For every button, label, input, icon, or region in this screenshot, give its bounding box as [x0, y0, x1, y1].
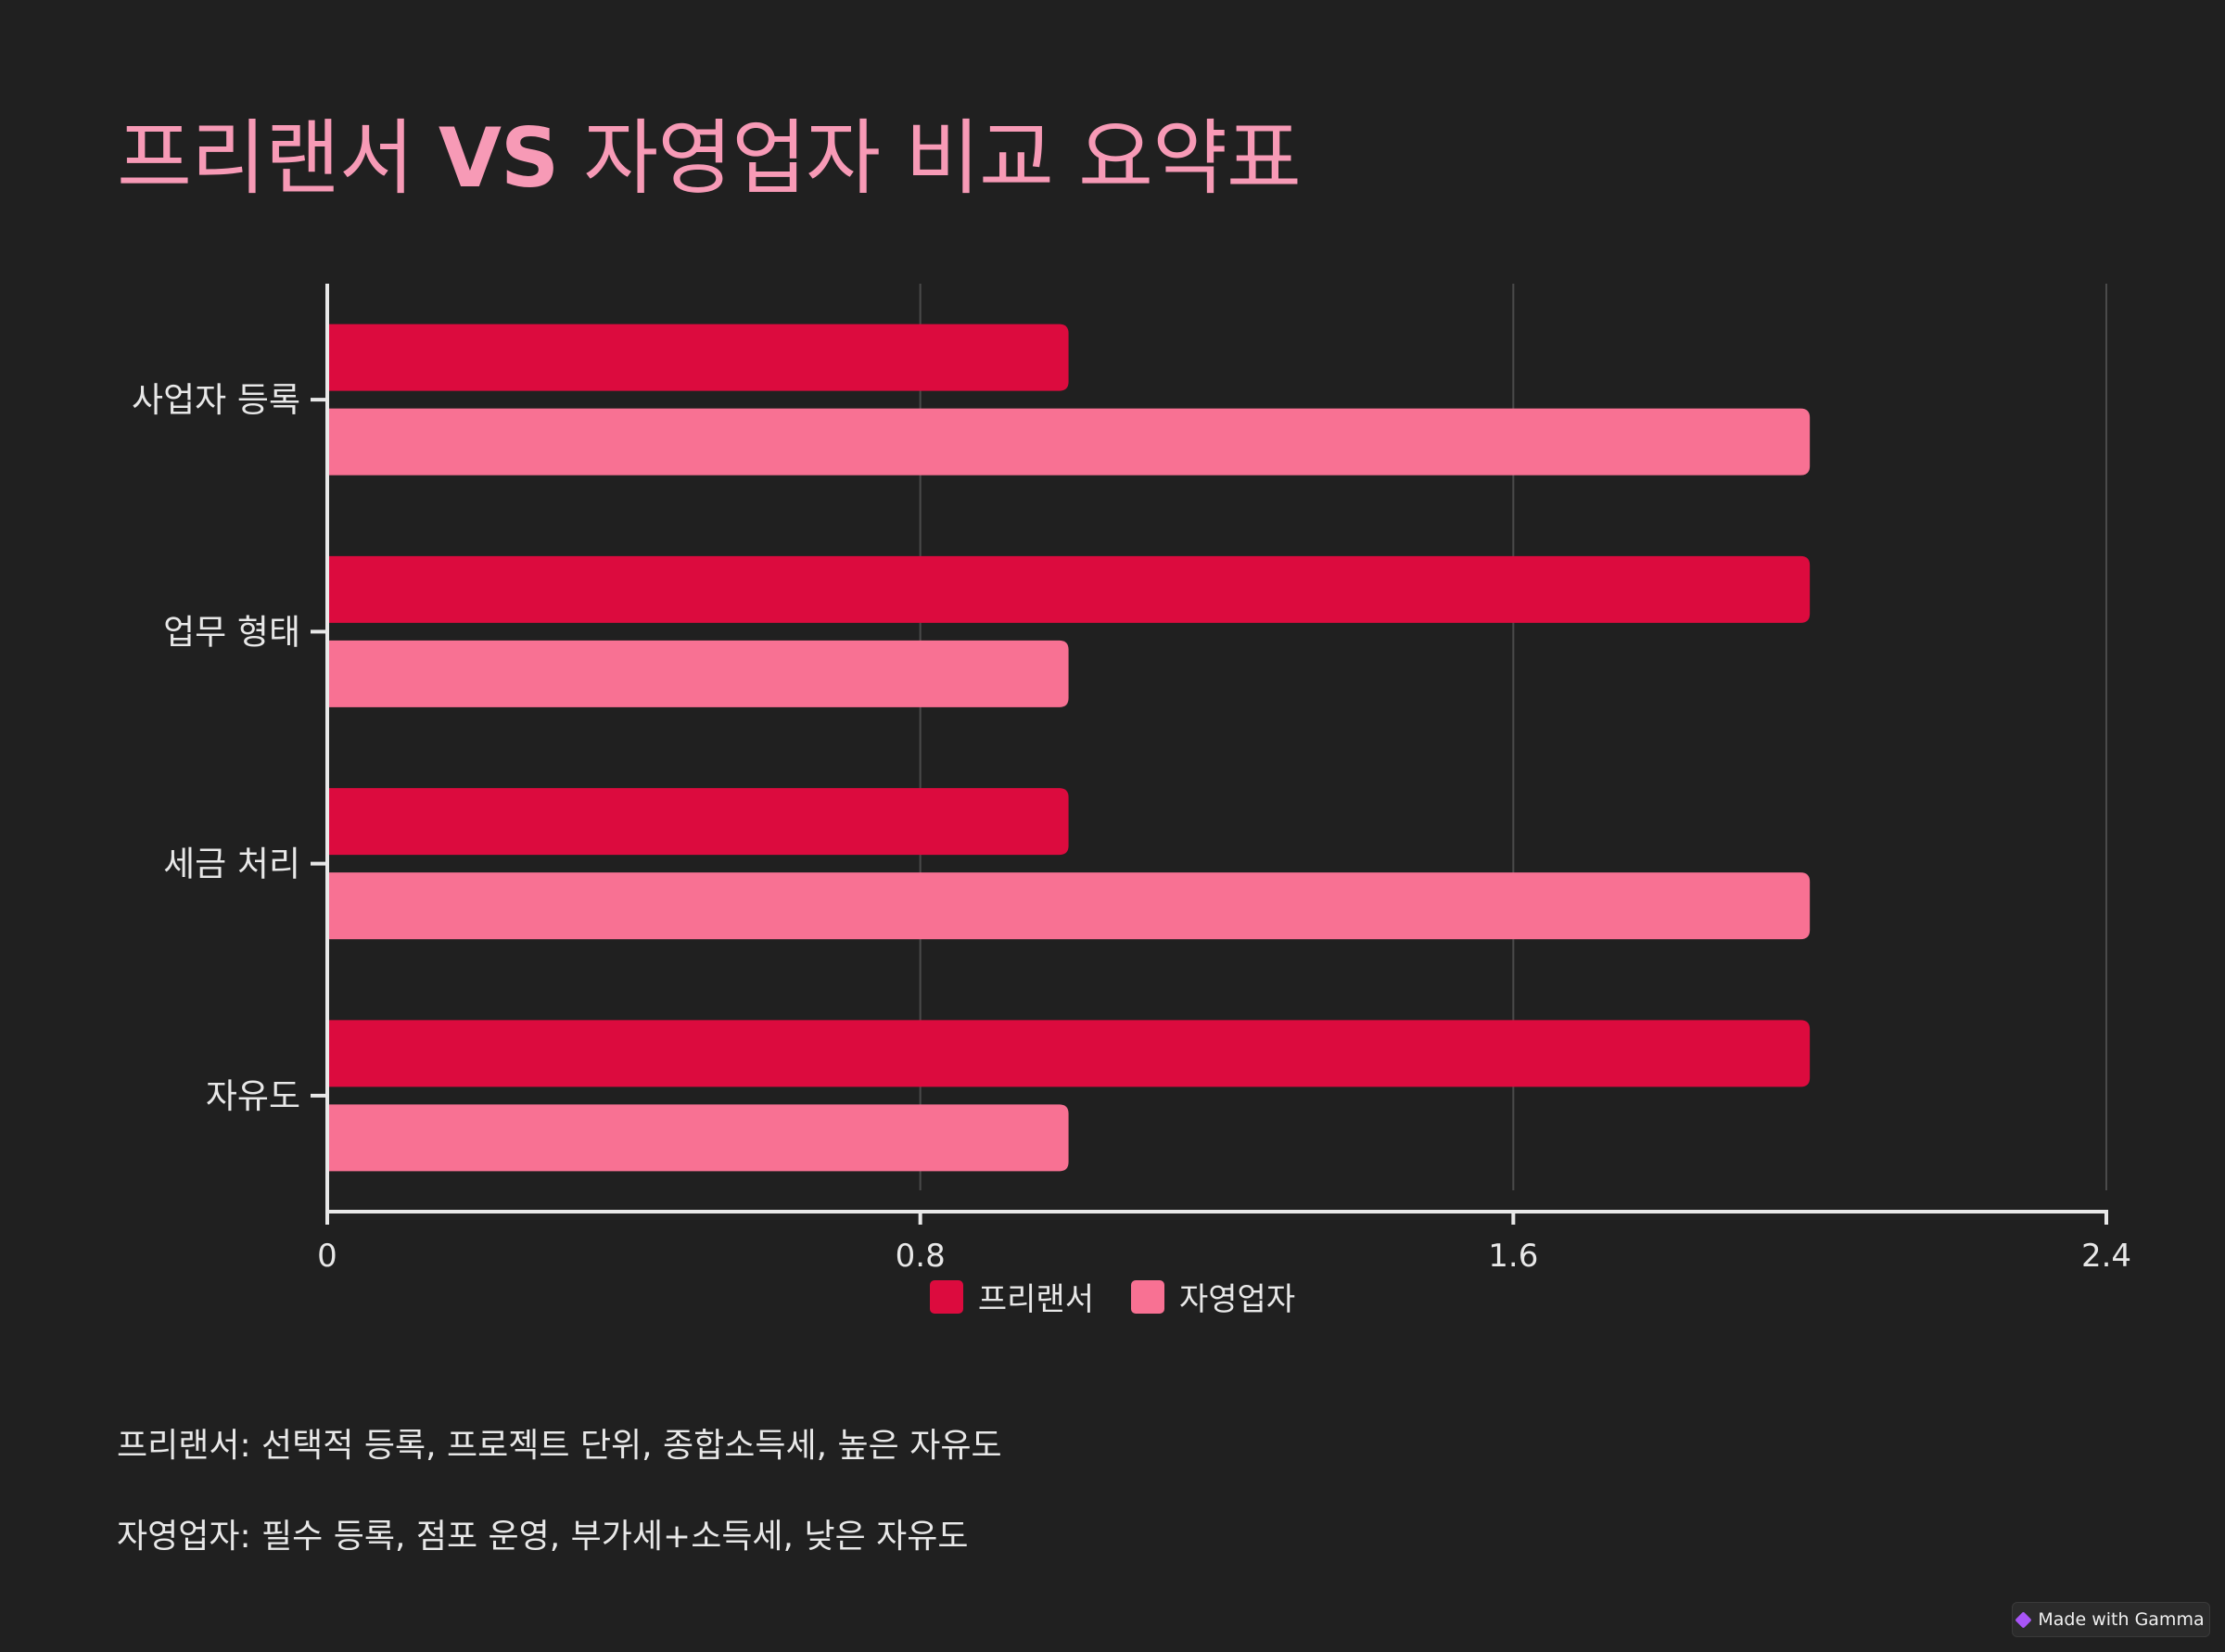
x-tick-label: 0 [317, 1238, 337, 1275]
category-label: 사업자 등록 [132, 380, 300, 420]
bar [328, 1104, 1069, 1172]
bar [328, 872, 1811, 940]
badge-label: Made with Gamma [2038, 1609, 2205, 1630]
legend-label-self-employed: 자영업자 [1179, 1281, 1296, 1318]
title-part-1: 프리랜서 [117, 110, 439, 206]
title-vs: VS [438, 110, 559, 206]
x-tick-label: 0.8 [896, 1238, 946, 1275]
x-tick-label: 2.4 [2081, 1238, 2131, 1275]
bars [328, 324, 1811, 1172]
bar [328, 1020, 1811, 1087]
page-title: 프리랜서 VS 자영업자 비교 요약표 [117, 93, 1302, 210]
category-label: 세금 처리 [163, 845, 300, 884]
bar [328, 324, 1069, 391]
x-tick-label: 1.6 [1488, 1238, 1538, 1275]
legend-label-freelancer: 프리랜서 [977, 1281, 1094, 1318]
note-freelancer: 프리랜서: 선택적 등록, 프로젝트 단위, 종합소득세, 높은 자유도 [117, 1427, 1002, 1465]
legend-swatch-freelancer [929, 1279, 963, 1314]
bar [328, 555, 1811, 623]
legend-item-freelancer: 프리랜서 [929, 1274, 1094, 1319]
bar [328, 640, 1069, 707]
made-with-gamma-badge[interactable]: Made with Gamma [2012, 1602, 2210, 1637]
legend: 프리랜서 자영업자 [0, 1274, 2225, 1319]
category-label: 자유도 [206, 1076, 300, 1116]
axes [311, 284, 2108, 1225]
note-self-employed: 자영업자: 필수 등록, 점포 운영, 부가세+소득세, 낮은 자유도 [117, 1518, 969, 1556]
bar [328, 408, 1811, 476]
gamma-logo-icon [2015, 1610, 2033, 1629]
legend-item-self-employed: 자영업자 [1131, 1274, 1295, 1319]
title-part-2: 자영업자 비교 요약표 [558, 110, 1302, 206]
bar [328, 788, 1069, 856]
legend-swatch-self-employed [1131, 1279, 1164, 1314]
category-label: 업무 형태 [163, 612, 300, 652]
x-tick-labels: 0 0.8 1.6 2.4 [317, 1238, 2131, 1275]
